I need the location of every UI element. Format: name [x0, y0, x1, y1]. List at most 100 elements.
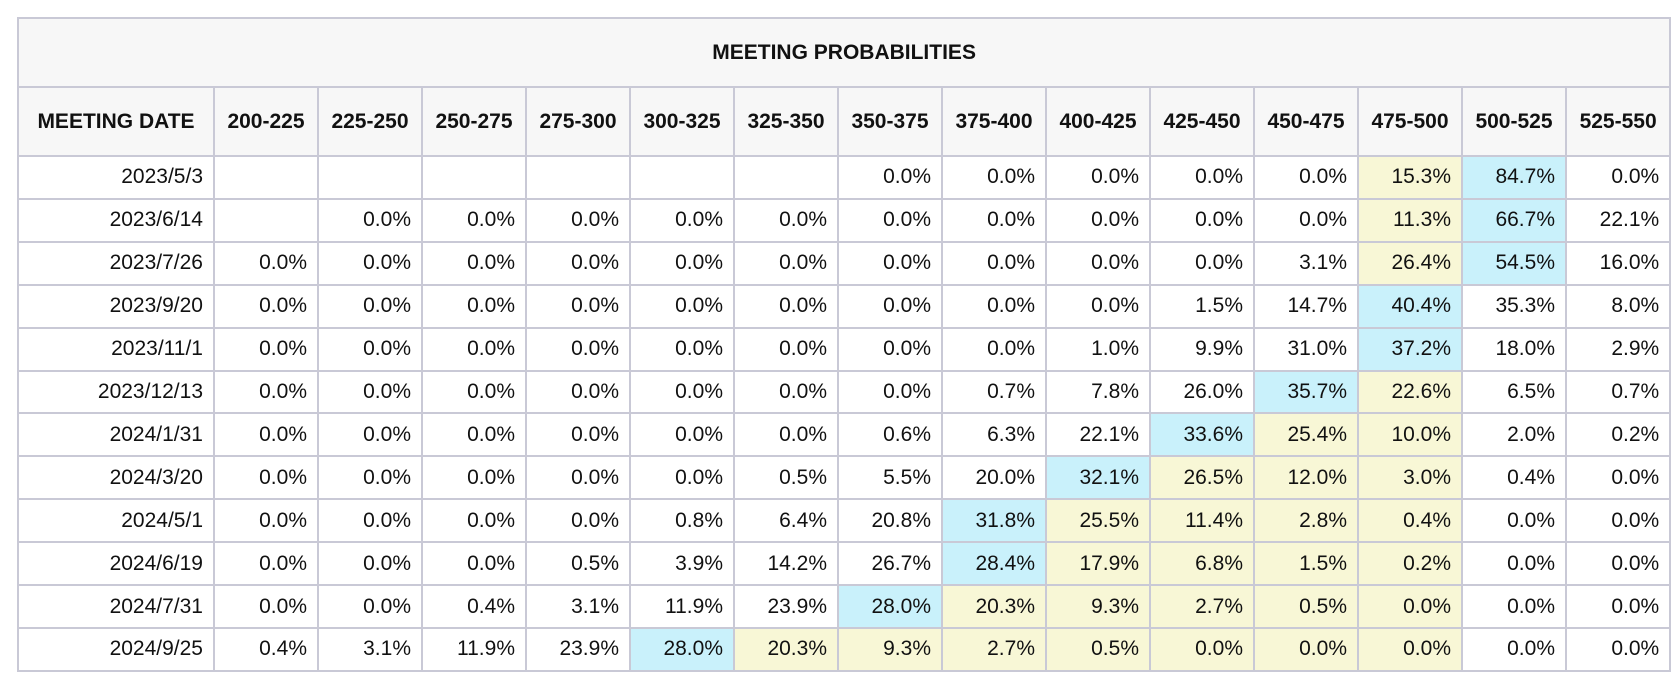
column-header-range: 200-225 [213, 86, 319, 157]
probability-cell: 0.0% [421, 369, 527, 415]
probability-cell: 0.0% [421, 541, 527, 587]
probability-cell: 31.0% [1253, 326, 1359, 372]
probability-cell: 0.0% [421, 326, 527, 372]
probability-cell: 0.0% [629, 369, 735, 415]
column-header-range: 325-350 [733, 86, 839, 157]
column-header-meeting-date: MEETING DATE [17, 86, 215, 157]
probability-cell: 66.7% [1461, 197, 1567, 243]
probability-cell: 0.0% [733, 326, 839, 372]
probability-cell [213, 197, 319, 243]
probability-cell: 0.0% [837, 240, 943, 286]
probability-cell: 22.6% [1357, 369, 1463, 415]
probability-cell: 0.0% [629, 455, 735, 501]
probability-cell [421, 155, 527, 200]
probability-cell: 0.0% [213, 584, 319, 629]
meeting-date-cell: 2024/5/1 [17, 498, 215, 544]
probability-cell: 0.0% [1149, 240, 1255, 286]
meeting-probabilities-table: MEETING PROBABILITIES MEETING DATE 200-2… [16, 17, 1672, 673]
probability-cell: 0.0% [525, 326, 631, 372]
probability-cell: 0.0% [941, 326, 1047, 372]
probability-cell: 0.0% [837, 283, 943, 329]
probability-cell: 20.0% [941, 455, 1047, 501]
probability-cell: 0.0% [837, 326, 943, 372]
probability-cell [733, 155, 839, 200]
probability-cell: 10.0% [1357, 412, 1463, 458]
probability-cell: 3.9% [629, 541, 735, 587]
probability-cell: 0.5% [733, 455, 839, 501]
probability-cell: 0.0% [317, 240, 423, 286]
probability-table-container: MEETING PROBABILITIES MEETING DATE 200-2… [16, 17, 1672, 673]
probability-cell: 0.0% [941, 197, 1047, 243]
probability-cell: 2.7% [941, 626, 1047, 673]
probability-cell: 0.0% [421, 455, 527, 501]
probability-cell: 0.7% [1564, 369, 1672, 415]
table-row: 2023/7/26 0.0% 0.0% 0.0% 0.0% 0.0% 0.0% 0.0% 0.0… [17, 240, 1672, 286]
probability-cell: 0.0% [1149, 155, 1255, 200]
column-header-range: 350-375 [837, 86, 943, 157]
probability-cell: 8.0% [1564, 283, 1672, 329]
probability-cell: 6.3% [941, 412, 1047, 458]
probability-cell: 0.0% [213, 283, 319, 329]
probability-cell: 0.5% [525, 541, 631, 587]
probability-cell: 0.0% [213, 240, 319, 286]
table-row: 2024/1/31 0.0% 0.0% 0.0% 0.0% 0.0% 0.0% 0.6% 6.3… [17, 412, 1672, 458]
probability-cell: 16.0% [1564, 240, 1672, 286]
probability-cell: 0.0% [213, 412, 319, 458]
probability-cell: 1.0% [1045, 326, 1151, 372]
meeting-date-cell: 2024/3/20 [17, 455, 215, 501]
probability-cell: 7.8% [1045, 369, 1151, 415]
table-row: 2023/9/20 0.0% 0.0% 0.0% 0.0% 0.0% 0.0% 0.0% 0.0… [17, 283, 1672, 329]
probability-cell: 0.0% [1253, 155, 1359, 200]
table-row: 2024/5/1 0.0% 0.0% 0.0% 0.0% 0.8% 6.4% 20.8% 31.… [17, 498, 1672, 544]
probability-cell: 17.9% [1045, 541, 1151, 587]
probability-cell: 0.0% [525, 283, 631, 329]
probability-cell: 20.3% [941, 584, 1047, 629]
probability-cell: 0.0% [1564, 455, 1672, 501]
probability-cell: 28.0% [837, 584, 943, 629]
probability-cell: 20.8% [837, 498, 943, 544]
probability-cell: 0.0% [837, 369, 943, 415]
probability-cell: 0.0% [1461, 584, 1567, 629]
probability-cell: 0.0% [213, 498, 319, 544]
meeting-date-cell: 2023/9/20 [17, 283, 215, 329]
meeting-date-cell: 2023/5/3 [17, 155, 215, 200]
probability-cell: 0.0% [317, 283, 423, 329]
probability-cell: 28.4% [941, 541, 1047, 587]
probability-cell: 0.4% [1357, 498, 1463, 544]
probability-cell: 0.0% [629, 240, 735, 286]
probability-cell: 0.5% [1045, 626, 1151, 673]
probability-cell: 11.4% [1149, 498, 1255, 544]
probability-cell: 11.9% [421, 626, 527, 673]
probability-cell: 0.0% [1253, 626, 1359, 673]
probability-cell: 35.7% [1253, 369, 1359, 415]
probability-cell: 3.1% [317, 626, 423, 673]
probability-cell: 0.0% [837, 155, 943, 200]
probability-cell: 20.3% [733, 626, 839, 673]
probability-cell: 31.8% [941, 498, 1047, 544]
probability-cell: 0.0% [525, 498, 631, 544]
probability-cell: 9.3% [837, 626, 943, 673]
probability-cell: 9.3% [1045, 584, 1151, 629]
probability-cell: 0.0% [1357, 626, 1463, 673]
probability-cell: 54.5% [1461, 240, 1567, 286]
column-header-range: 500-525 [1461, 86, 1567, 157]
meeting-date-cell: 2023/12/13 [17, 369, 215, 415]
column-header-range: 250-275 [421, 86, 527, 157]
probability-cell: 0.0% [317, 369, 423, 415]
probability-cell: 18.0% [1461, 326, 1567, 372]
probability-cell: 0.0% [629, 197, 735, 243]
probability-cell: 0.0% [525, 455, 631, 501]
meeting-date-cell: 2023/11/1 [17, 326, 215, 372]
probability-cell: 0.0% [941, 240, 1047, 286]
probability-cell: 25.5% [1045, 498, 1151, 544]
probability-cell: 3.0% [1357, 455, 1463, 501]
probability-cell: 0.0% [1045, 155, 1151, 200]
probability-cell: 0.0% [629, 412, 735, 458]
probability-cell: 0.4% [421, 584, 527, 629]
probability-cell: 22.1% [1045, 412, 1151, 458]
probability-cell: 2.9% [1564, 326, 1672, 372]
table-row: 2024/6/19 0.0% 0.0% 0.0% 0.5% 3.9% 14.2% 26.7% 2… [17, 541, 1672, 587]
probability-cell: 0.0% [837, 197, 943, 243]
probability-cell: 23.9% [525, 626, 631, 673]
probability-cell: 14.7% [1253, 283, 1359, 329]
